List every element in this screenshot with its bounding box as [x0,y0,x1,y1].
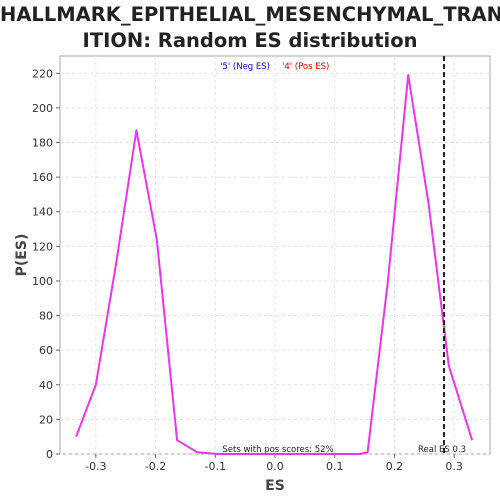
y-tick-label: 80 [39,310,53,323]
y-tick-label: 160 [32,171,53,184]
y-tick-label: 20 [39,413,53,426]
legend-entry-pos-es: '4' (Pos ES) [282,62,329,72]
x-tick-label: -0.3 [85,460,106,473]
y-tick-label: 200 [32,102,53,115]
legend-entry-neg-es: '5' (Neg ES) [220,62,270,72]
y-tick-label: 60 [39,344,53,357]
y-tick-label: 180 [32,137,53,150]
y-axis-title: P(ES) [14,234,30,277]
series-line [75,74,474,455]
x-tick-label: 0.1 [326,460,344,473]
x-tick-label: -0.2 [145,460,166,473]
y-tick-label: 140 [32,206,53,219]
y-tick-label: 120 [32,240,53,253]
y-tick-label: 0 [46,448,53,461]
y-tick-label: 100 [32,275,53,288]
chart-title-line-1: HALLMARK_EPITHELIAL_MESENCHYMAL_TRANS [0,3,500,26]
real-es-label: Real ES 0.3 [418,445,466,455]
legend: '5' (Neg ES) '4' (Pos ES) [220,62,329,72]
x-tick-label: 0.2 [386,460,404,473]
chart-title-line-2: ITION: Random ES distribution [82,29,418,52]
x-tick-label: 0.3 [445,460,463,473]
y-tick-label: 220 [32,67,53,80]
pos-scores-annotation: Sets with pos scores: 52% [222,445,333,455]
x-tick-label: -0.1 [205,460,226,473]
chart-title: HALLMARK_EPITHELIAL_MESENCHYMAL_TRANS IT… [0,2,500,54]
y-tick-label: 40 [39,379,53,392]
series-layer [75,74,474,455]
x-axis-title: ES [265,478,285,494]
grid-lines [60,56,490,455]
x-tick-label: 0.0 [266,460,284,473]
